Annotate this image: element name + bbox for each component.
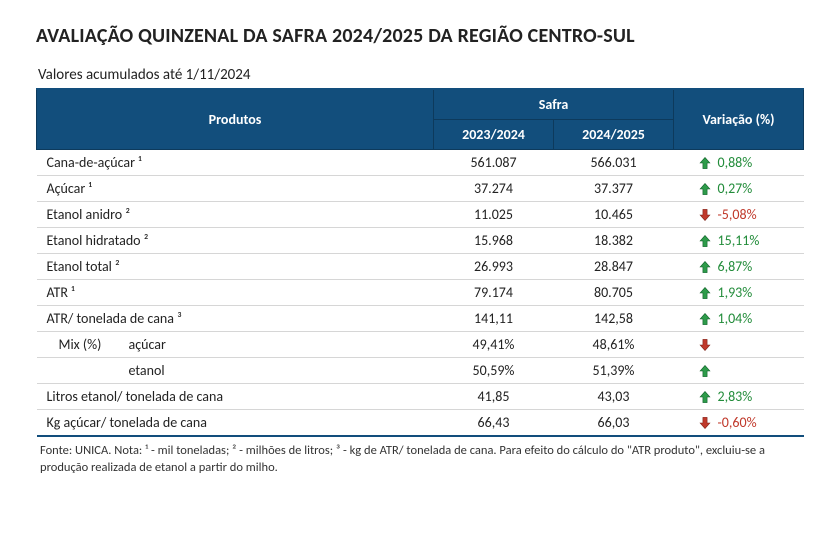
variation-pct: 0,88% <box>718 154 753 171</box>
cell-product: Litros etanol/ tonelada de cana <box>37 384 434 410</box>
cell-product: etanol <box>37 358 434 384</box>
mix-sub: açúcar <box>129 336 166 353</box>
cell-variation <box>674 358 804 384</box>
cell-v1: 66,43 <box>434 410 554 437</box>
cell-product: Açúcar ¹ <box>37 176 434 202</box>
cell-v1: 141,11 <box>434 306 554 332</box>
subtitle: Valores acumulados até 1/11/2024 <box>38 66 804 84</box>
table-row: Açúcar ¹37.27437.377 0,27% <box>37 176 804 202</box>
table-row: Cana-de-açúcar ¹561.087566.031 0,88% <box>37 150 804 176</box>
table-row: Etanol total ²26.99328.847 6,87% <box>37 254 804 280</box>
th-variacao: Variação (%) <box>674 89 804 150</box>
table-row: Etanol hidratado ²15.96818.382 15,11% <box>37 228 804 254</box>
cell-product: Etanol hidratado ² <box>37 228 434 254</box>
cell-variation: -0,60% <box>674 410 804 437</box>
cell-product: Kg açúcar/ tonelada de cana <box>37 410 434 437</box>
arrow-up-icon <box>698 312 712 326</box>
variation-pct: 6,87% <box>718 258 753 275</box>
table-row: Etanol anidro ²11.02510.465 -5,08% <box>37 202 804 228</box>
cell-variation: 2,83% <box>674 384 804 410</box>
cell-product: ATR/ tonelada de cana ³ <box>37 306 434 332</box>
variation-pct: 2,83% <box>718 388 753 405</box>
safra-table: Produtos Safra Variação (%) 2023/2024 20… <box>36 88 804 437</box>
th-col1: 2023/2024 <box>434 120 554 150</box>
cell-v1: 561.087 <box>434 150 554 176</box>
table-row: Litros etanol/ tonelada de cana41,8543,0… <box>37 384 804 410</box>
cell-product: ATR ¹ <box>37 280 434 306</box>
cell-variation: 1,93% <box>674 280 804 306</box>
cell-v2: 80.705 <box>554 280 674 306</box>
variation-pct: 0,27% <box>718 180 753 197</box>
variation-pct: 1,93% <box>718 284 753 301</box>
arrow-down-icon <box>698 338 712 352</box>
cell-v2: 28.847 <box>554 254 674 280</box>
cell-v1: 15.968 <box>434 228 554 254</box>
arrow-up-icon <box>698 156 712 170</box>
arrow-up-icon <box>698 234 712 248</box>
th-produtos: Produtos <box>37 89 434 150</box>
cell-variation: 0,88% <box>674 150 804 176</box>
table-row: ATR ¹79.17480.705 1,93% <box>37 280 804 306</box>
cell-v2: 48,61% <box>554 332 674 358</box>
arrow-up-icon <box>698 390 712 404</box>
mix-prefix: Mix (%) <box>59 336 129 353</box>
footnote: Fonte: UNICA. Nota: ¹ - mil toneladas; ²… <box>36 443 804 477</box>
cell-v1: 41,85 <box>434 384 554 410</box>
cell-v2: 10.465 <box>554 202 674 228</box>
table-row: Mix (%)açúcar49,41%48,61% <box>37 332 804 358</box>
table-row: Kg açúcar/ tonelada de cana66,4366,03 -0… <box>37 410 804 437</box>
table-row: etanol 50,59%51,39% <box>37 358 804 384</box>
cell-v1: 37.274 <box>434 176 554 202</box>
cell-variation: 15,11% <box>674 228 804 254</box>
cell-v1: 49,41% <box>434 332 554 358</box>
cell-v1: 79.174 <box>434 280 554 306</box>
variation-pct: -5,08% <box>718 206 757 223</box>
cell-product: Mix (%)açúcar <box>37 332 434 358</box>
arrow-up-icon <box>698 182 712 196</box>
cell-v1: 11.025 <box>434 202 554 228</box>
mix-sub: etanol <box>129 362 165 379</box>
cell-v2: 43,03 <box>554 384 674 410</box>
arrow-up-icon <box>698 286 712 300</box>
page-title: AVALIAÇÃO QUINZENAL DA SAFRA 2024/2025 D… <box>36 24 804 48</box>
cell-v1: 26.993 <box>434 254 554 280</box>
table-row: ATR/ tonelada de cana ³141,11142,58 1,04… <box>37 306 804 332</box>
cell-product: Etanol total ² <box>37 254 434 280</box>
cell-v2: 142,58 <box>554 306 674 332</box>
arrow-down-icon <box>698 416 712 430</box>
cell-variation <box>674 332 804 358</box>
cell-variation: 1,04% <box>674 306 804 332</box>
arrow-up-icon <box>698 260 712 274</box>
cell-product: Etanol anidro ² <box>37 202 434 228</box>
arrow-up-icon <box>698 364 712 378</box>
cell-v2: 18.382 <box>554 228 674 254</box>
cell-variation: -5,08% <box>674 202 804 228</box>
arrow-down-icon <box>698 208 712 222</box>
cell-v1: 50,59% <box>434 358 554 384</box>
th-col2: 2024/2025 <box>554 120 674 150</box>
th-safra: Safra <box>434 89 674 120</box>
cell-v2: 37.377 <box>554 176 674 202</box>
cell-product: Cana-de-açúcar ¹ <box>37 150 434 176</box>
cell-variation: 6,87% <box>674 254 804 280</box>
variation-pct: -0,60% <box>718 414 757 431</box>
cell-variation: 0,27% <box>674 176 804 202</box>
cell-v2: 66,03 <box>554 410 674 437</box>
variation-pct: 1,04% <box>718 310 753 327</box>
variation-pct: 15,11% <box>718 232 760 249</box>
cell-v2: 51,39% <box>554 358 674 384</box>
cell-v2: 566.031 <box>554 150 674 176</box>
